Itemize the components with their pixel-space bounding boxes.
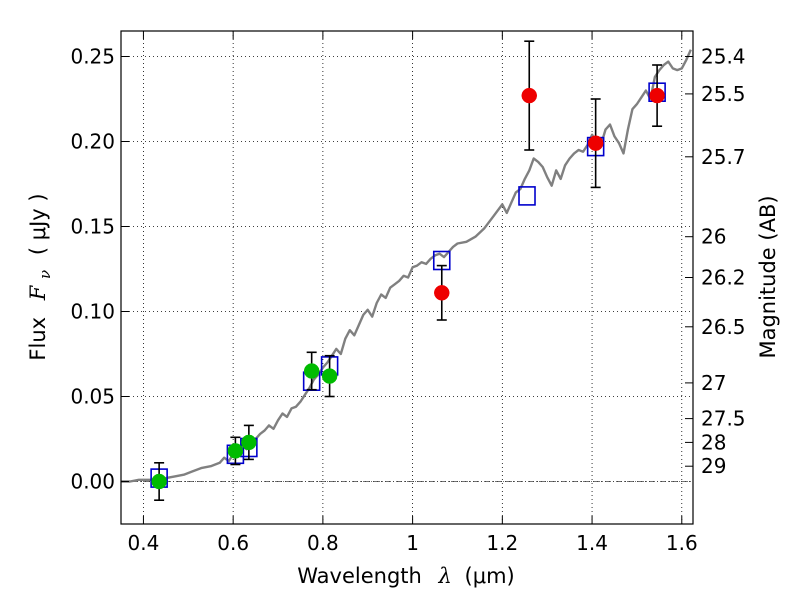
measurement-point [649,87,665,104]
y-tick-label: 0.05 [70,385,115,409]
data-series [121,40,692,502]
y-axis-label-symbol: F [26,284,50,301]
y-tick-label: 0.20 [70,130,115,154]
measurement-point [241,434,257,451]
magnitude-tick-label: 26.2 [701,266,746,290]
measurement-point [227,443,244,459]
measurement-point [151,473,167,490]
y-axis-label-subscript: ν [36,270,54,279]
y-tick-label: 0.15 [70,215,115,239]
y-tick-label: 0.25 [70,45,115,69]
magnitude-tick-label: 25.7 [701,145,746,169]
measurement-point [521,87,538,104]
magnitude-tick-label: 27.5 [701,407,746,431]
magnitude-tick-label: 26.5 [701,315,746,339]
x-axis-label: Wavelength λ (μm) [297,564,514,588]
magnitude-tick-label: 29 [701,454,726,478]
magnitude-tick-label: 25.4 [701,45,746,69]
x-tick-label: 0.6 [217,531,249,555]
x-tick-label: 1.4 [576,531,608,555]
x-tick-label: 1.2 [486,531,518,555]
y-axis-label-text: Flux [26,317,50,361]
x-axis-label-text: Wavelength [297,564,422,588]
tick-labels: 0.4 0.6 0.8 1 1.2 1.4 1.6 0.00 0.05 0.10 0.15 0.20 0… [70,45,745,556]
magnitude-tick-label: 27 [701,371,726,395]
y-tick-label: 0.10 [70,300,115,324]
magnitude-axis-label: Magnitude (AB) [756,195,780,358]
y-tick-label: 0.00 [70,470,115,494]
measurement-point [587,135,604,151]
x-tick-label: 1.6 [666,531,698,555]
model-photometry-square [518,186,536,206]
magnitude-tick-label: 25.5 [701,82,746,106]
magnitude-tick-label: 26 [701,225,726,249]
x-tick-label: 0.4 [128,531,160,555]
x-axis-label-symbol: λ [438,564,452,588]
measurement-point [321,368,338,384]
y-axis-label-unit: ( μJy ) [26,193,50,255]
magnitude-tick-label: 28 [701,430,726,454]
measurement-point [434,285,450,301]
x-tick-label: 0.8 [307,531,339,555]
model-spectrum-line [121,49,692,483]
x-tick-label: 1 [406,531,419,555]
axis-ticks [121,31,693,524]
y-axis-label: Flux F ν ( μJy ) [26,193,55,360]
measurement-point [303,363,320,379]
x-axis-label-unit: (μm) [465,564,515,588]
